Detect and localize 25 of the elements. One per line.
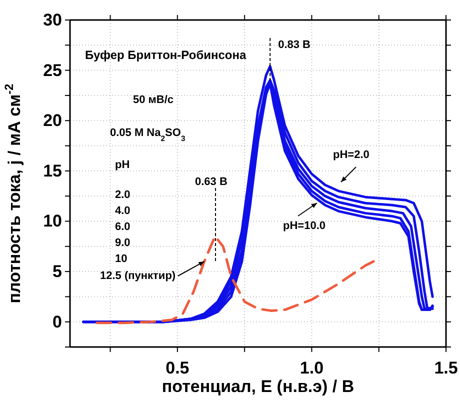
annotation: 0.05 M Na$_{2}$SO$_{3}$ xyxy=(110,127,186,142)
annotation: 12.5 (пунктир) xyxy=(100,270,176,282)
annotation: 0.83 B xyxy=(278,39,311,51)
annotation: 2.0 xyxy=(115,189,130,201)
y-tick-label: 5 xyxy=(52,262,62,281)
y-tick-label: 10 xyxy=(43,212,62,231)
annotation: 50 мВ/с xyxy=(133,94,174,106)
annotation: 10 xyxy=(115,253,128,265)
y-tick-label: 0 xyxy=(52,312,62,332)
annotation: pH xyxy=(115,159,130,171)
y-tick-label: 25 xyxy=(43,60,62,80)
y-tick-label: 20 xyxy=(43,111,62,130)
annotation: pH=2.0 xyxy=(333,149,370,161)
y-tick-label: 30 xyxy=(43,10,62,30)
annotation: pH=10.0 xyxy=(283,220,326,232)
x-tick-label: 1.0 xyxy=(300,358,324,378)
x-axis-title: потенциал, E (н.в.э) / B xyxy=(162,377,354,396)
x-tick-label: 0.5 xyxy=(166,358,190,378)
annotation: 6.0 xyxy=(115,221,130,233)
annotation: 0.63 B xyxy=(195,176,228,188)
annotation: Буфер Бриттон-Робинсона xyxy=(85,48,246,62)
x-tick-label: 1.5 xyxy=(434,358,458,378)
y-tick-label: 15 xyxy=(43,161,62,180)
annotation: 4.0 xyxy=(115,205,130,217)
annotation: 9.0 xyxy=(115,237,130,249)
